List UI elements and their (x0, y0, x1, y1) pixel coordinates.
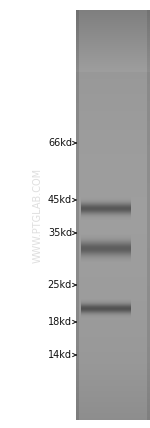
Text: 14kd: 14kd (48, 350, 72, 360)
Bar (0, 0, 150, 10)
Text: 35kd: 35kd (48, 228, 72, 238)
Text: 45kd: 45kd (48, 195, 72, 205)
Text: 25kd: 25kd (48, 280, 72, 290)
Bar (0, 420, 150, 428)
Text: 66kd: 66kd (48, 138, 72, 148)
Text: 18kd: 18kd (48, 317, 72, 327)
Text: WWW.PTGLAB.COM: WWW.PTGLAB.COM (33, 167, 43, 262)
Bar (0, 10, 76, 420)
